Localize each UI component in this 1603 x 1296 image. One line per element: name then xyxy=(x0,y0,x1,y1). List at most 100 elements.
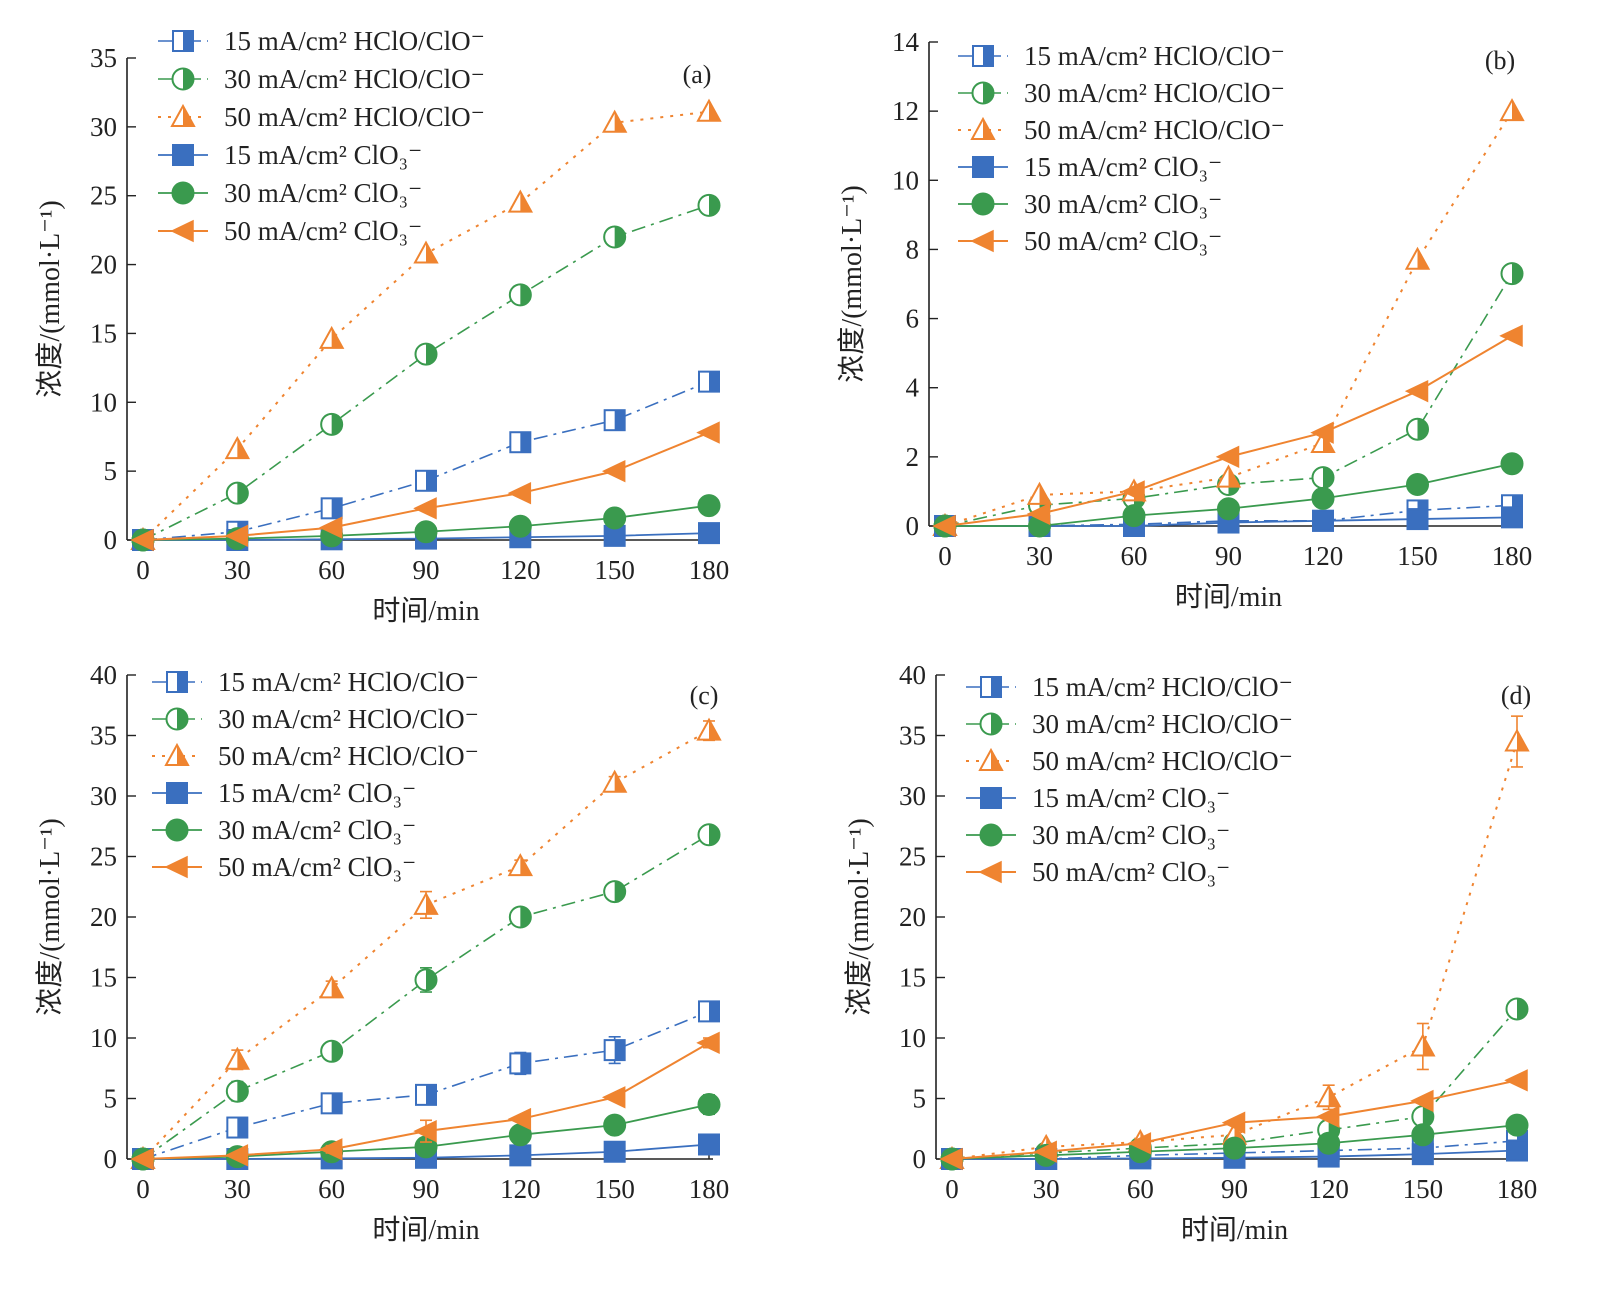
x-tick-label: 60 xyxy=(1127,1174,1154,1204)
data-point-blue-half-square-fill xyxy=(331,1093,342,1114)
y-tick-label: 5 xyxy=(104,456,118,486)
legend: 15 mA/cm² HClO/ClO⁻ 30 mA/cm² HClO/ClO⁻ 50… xyxy=(966,672,1293,887)
y-tick-label: 35 xyxy=(899,721,926,751)
x-tick-label: 120 xyxy=(1308,1174,1349,1204)
series-orange-left-triangle xyxy=(130,1031,720,1171)
data-point-green-circle xyxy=(1411,1123,1435,1147)
x-tick-label: 180 xyxy=(1497,1174,1538,1204)
data-point-green-circle xyxy=(1122,504,1146,528)
legend-entry-text: 50 mA/cm² ClO₃⁻ xyxy=(1032,857,1230,887)
data-point-green-circle xyxy=(697,494,721,518)
legend-entry-text: 30 mA/cm² HClO/ClO⁻ xyxy=(1032,709,1293,739)
series-orange-left-triangle xyxy=(939,1069,1528,1171)
y-axis-label: 浓度/(mmol·L⁻¹) xyxy=(34,818,66,1015)
data-point-orange-left-triangle xyxy=(224,1144,249,1167)
data-point-green-circle xyxy=(1217,497,1240,521)
x-tick-label: 0 xyxy=(945,1174,959,1204)
data-point-orange-left-triangle xyxy=(1221,1111,1246,1134)
data-point-green-circle xyxy=(603,1113,627,1137)
data-point-orange-half-triangle-fill xyxy=(237,438,249,459)
data-point-green-circle xyxy=(1223,1136,1246,1160)
data-point-orange-left-triangle xyxy=(932,514,956,538)
legend-entry-text: 50 mA/cm² HClO/ClO⁻ xyxy=(218,741,479,771)
data-point-orange-half-triangle-fill xyxy=(331,327,343,348)
x-axis-label: 时间/min xyxy=(1175,581,1282,613)
panel-label: (a) xyxy=(683,60,712,89)
x-tick-label: 180 xyxy=(689,555,730,585)
data-point-green-half-circle-fill xyxy=(614,881,625,902)
data-point-green-half-circle-fill xyxy=(331,1041,342,1062)
legend-marker-blue-square xyxy=(166,782,188,804)
data-point-orange-half-triangle-fill xyxy=(614,111,626,132)
y-tick-label: 5 xyxy=(913,1084,927,1114)
data-point-orange-left-triangle xyxy=(224,524,249,548)
y-tick-label: 25 xyxy=(90,181,117,211)
legend-marker-blue-square xyxy=(980,787,1002,809)
x-tick-label: 0 xyxy=(938,541,952,571)
y-tick-label: 30 xyxy=(90,781,117,811)
data-point-orange-left-triangle xyxy=(601,1086,626,1109)
x-tick-label: 0 xyxy=(136,555,150,585)
x-tick-label: 120 xyxy=(500,1174,541,1204)
legend-marker-blue-half-square-fill xyxy=(183,31,193,51)
data-point-orange-left-triangle xyxy=(1033,1140,1057,1163)
legend-marker-orange-left-triangle xyxy=(978,860,1002,884)
data-point-blue-square xyxy=(1501,506,1523,529)
x-tick-label: 150 xyxy=(1403,1174,1444,1204)
series-green-half-circle xyxy=(933,262,1524,538)
data-point-blue-half-square-fill xyxy=(1512,495,1522,516)
data-point-orange-left-triangle xyxy=(1121,480,1145,503)
series-green-circle xyxy=(940,1113,1529,1171)
data-point-blue-square xyxy=(509,1144,532,1167)
data-point-blue-half-square-fill xyxy=(614,1040,625,1061)
x-tick-label: 60 xyxy=(1121,541,1148,571)
data-point-blue-square xyxy=(1411,1143,1434,1166)
y-tick-label: 0 xyxy=(913,1144,927,1174)
data-point-orange-half-triangle-fill xyxy=(331,977,343,998)
data-point-blue-half-square-fill xyxy=(520,432,531,453)
y-tick-label: 25 xyxy=(90,842,117,872)
data-point-orange-left-triangle xyxy=(939,1147,963,1171)
legend-marker-orange-half-triangle-fill xyxy=(983,119,994,139)
x-tick-label: 60 xyxy=(318,555,345,585)
legend-marker-green-half-circle-fill xyxy=(177,709,187,729)
legend-entry-text: 15 mA/cm² ClO₃⁻ xyxy=(1032,783,1230,813)
legend-marker-orange-left-triangle xyxy=(970,229,994,253)
chart-panel-d: 0 5 10 15 20 25 30 35 40 0 30 60 90 120 150 180 时间/min 浓度… xyxy=(843,660,1537,1246)
data-point-blue-half-square-fill xyxy=(426,470,436,491)
chart-panel-a: 0 5 10 15 20 25 30 35 0 30 60 90 120 150 180 时间/min 浓度/(… xyxy=(34,26,729,627)
y-axis-label: 浓度/(mmol·L⁻¹) xyxy=(34,200,66,397)
series-orange-half-triangle xyxy=(932,98,1525,536)
data-point-orange-left-triangle xyxy=(507,481,532,505)
data-point-orange-left-triangle xyxy=(1410,1089,1434,1113)
data-point-green-half-circle-fill xyxy=(426,969,437,990)
data-point-green-half-circle-fill xyxy=(1417,419,1428,440)
data-point-orange-left-triangle xyxy=(130,528,154,552)
y-tick-label: 40 xyxy=(90,660,117,690)
data-point-blue-square xyxy=(1312,509,1334,532)
data-point-green-half-circle-fill xyxy=(709,195,719,216)
y-tick-label: 20 xyxy=(90,902,117,932)
data-point-green-half-circle-fill xyxy=(1517,998,1527,1019)
data-point-orange-left-triangle xyxy=(507,1107,532,1131)
data-point-orange-half-triangle-fill xyxy=(1328,1086,1340,1107)
data-point-orange-left-triangle xyxy=(1215,445,1240,469)
data-point-orange-half-triangle-fill xyxy=(1228,466,1240,487)
panel-label: (d) xyxy=(1501,681,1531,710)
y-tick-label: 30 xyxy=(899,781,926,811)
legend-entry-text: 15 mA/cm² ClO₃⁻ xyxy=(1024,152,1222,182)
y-tick-label: 5 xyxy=(104,1084,118,1114)
data-point-orange-left-triangle xyxy=(1310,421,1334,444)
legend-marker-blue-half-square-fill xyxy=(983,46,993,66)
data-point-green-half-circle-fill xyxy=(614,227,625,248)
legend-marker-orange-half-triangle-fill xyxy=(183,106,194,126)
y-axis-label: 浓度/(mmol·L⁻¹) xyxy=(843,818,875,1015)
data-point-orange-half-triangle-fill xyxy=(237,1048,249,1069)
data-point-orange-left-triangle xyxy=(1127,1132,1152,1155)
x-tick-label: 0 xyxy=(136,1174,150,1204)
data-point-green-circle xyxy=(1505,1113,1529,1137)
data-point-orange-left-triangle xyxy=(696,1031,720,1055)
data-point-blue-half-square-fill xyxy=(237,1117,248,1138)
data-point-green-circle xyxy=(1311,486,1335,510)
y-tick-label: 10 xyxy=(90,387,117,417)
